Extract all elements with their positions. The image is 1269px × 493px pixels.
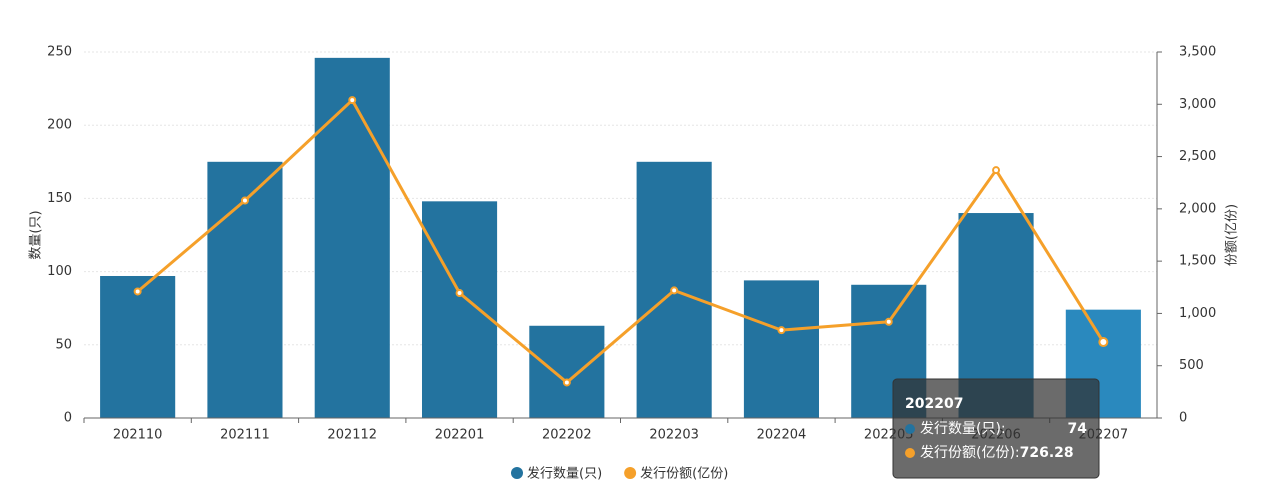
x-tick-label: 202201 [435,428,485,443]
line-point [884,317,893,326]
tooltip-marker [905,448,915,458]
x-tick-label: 202111 [220,428,270,443]
bar [100,275,176,418]
y2-tick-label: 1,500 [1179,254,1216,269]
y2-tick-label: 2,000 [1179,201,1216,216]
line-point [240,196,249,205]
bar [743,280,820,418]
tooltip-label: 发行份额(亿份): [920,445,1020,461]
y2-tick-label: 3,000 [1179,97,1216,112]
x-tick-label: 202203 [649,428,699,443]
x-tick-label: 202110 [113,428,163,443]
tooltip-value: 726.28 [1020,445,1074,461]
bar [314,57,390,419]
line-point [777,326,786,335]
y2-axis-label: 份额(亿份) [1225,204,1240,266]
tooltip-value: 74 [1068,421,1088,437]
line-point [348,96,357,105]
bar [529,325,605,418]
y2-tick-label: 2,500 [1179,149,1216,164]
y-tick-label: 0 [64,411,72,426]
line-point [670,286,679,295]
legend-marker[interactable] [624,467,637,479]
y2-tick-label: 1,000 [1179,306,1216,321]
line-point [133,287,142,296]
tooltip: 202207 发行数量(只): 74 发行份额(亿份): 726.28 [892,378,1100,479]
y2-tick-label: 3,500 [1179,45,1216,60]
y2-tick-label: 0 [1179,411,1187,426]
x-tick-label: 202202 [542,428,592,443]
y2-tick-label: 500 [1179,358,1204,373]
x-tick-label: 202112 [327,428,377,443]
bar [207,161,283,419]
legend-marker[interactable] [511,467,523,479]
legend-label[interactable]: 发行数量(只) [527,466,602,482]
tooltip-marker [905,424,915,434]
x-tick-label: 202204 [757,428,807,443]
y-tick-label: 200 [47,118,72,133]
legend-label[interactable]: 发行份额(亿份) [640,466,728,482]
tooltip-title: 202207 [905,396,963,412]
tooltip-box [892,378,1100,479]
line-point [992,166,1001,175]
line-point [455,289,464,298]
line [136,97,1105,385]
line-point [1098,337,1109,348]
y-tick-label: 100 [47,264,72,279]
line-point [562,378,571,387]
bar [421,201,498,418]
y-tick-label: 250 [47,45,72,60]
y-tick-label: 150 [47,191,72,206]
tooltip-label: 发行数量(只): [920,421,1006,437]
y-tick-label: 50 [55,337,72,352]
y-axis-label: 数量(只) [29,210,44,259]
